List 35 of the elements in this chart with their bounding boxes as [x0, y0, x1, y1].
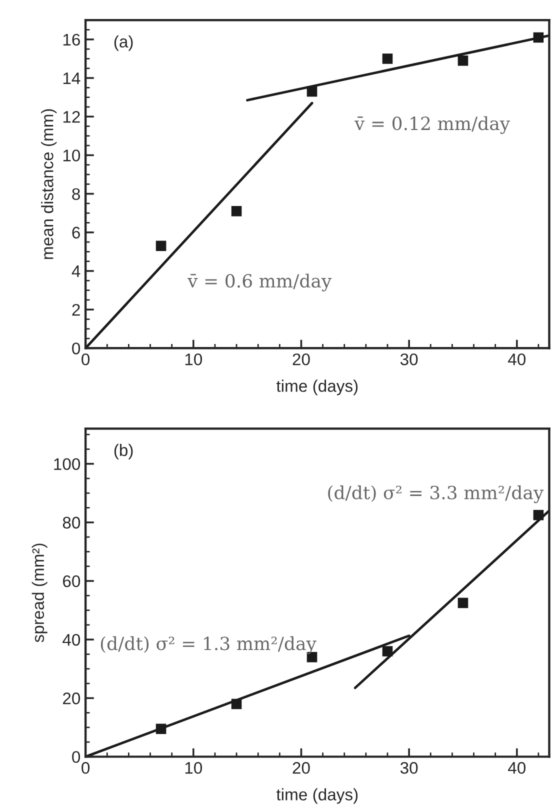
y-axis-title: mean distance (mm) [41, 109, 57, 259]
x-tick-label: 40 [508, 353, 526, 366]
x-tick-label: 30 [400, 762, 418, 774]
y-tick-label: 8 [72, 188, 80, 200]
x-tick-label: 20 [292, 762, 310, 774]
y-tick-label: 20 [63, 692, 80, 704]
x-axis-title: time (days) [276, 380, 358, 396]
annotation: (b) [114, 444, 133, 460]
annotation: (a) [114, 35, 133, 51]
y-tick-label: 10 [63, 150, 80, 162]
annotation: (d/dt) σ² = 1.3 mm²/day [100, 636, 316, 654]
x-tick-label: 30 [400, 353, 418, 366]
x-tick-label: 10 [185, 353, 202, 366]
y-tick-label: 100 [54, 458, 80, 470]
y-tick-label: 40 [62, 634, 80, 646]
y-tick-label: 12 [63, 111, 80, 123]
annotation: v̄ = 0.6 mm/day [188, 274, 332, 292]
y-tick-label: 14 [63, 72, 80, 84]
y-tick-label: 2 [72, 304, 80, 316]
y-tick-label: 4 [72, 266, 80, 278]
x-tick-label: 0 [82, 353, 90, 366]
y-tick-label: 60 [63, 575, 80, 588]
x-tick-label: 0 [82, 762, 90, 774]
y-axis-title: spread (mm²) [32, 544, 48, 642]
annotation: v̄ = 0.12 mm/day [354, 116, 510, 134]
y-tick-label: 0 [72, 751, 80, 763]
y-tick-label: 80 [62, 516, 80, 529]
x-tick-label: 40 [508, 762, 526, 774]
x-tick-label: 20 [292, 353, 310, 366]
x-axis-title: time (days) [276, 788, 358, 804]
y-tick-label: 6 [72, 226, 80, 239]
x-tick-label: 10 [185, 762, 202, 774]
annotation: (d/dt) σ² = 3.3 mm²/day [328, 485, 544, 504]
y-tick-label: 16 [63, 34, 80, 46]
y-tick-label: 0 [72, 342, 80, 354]
